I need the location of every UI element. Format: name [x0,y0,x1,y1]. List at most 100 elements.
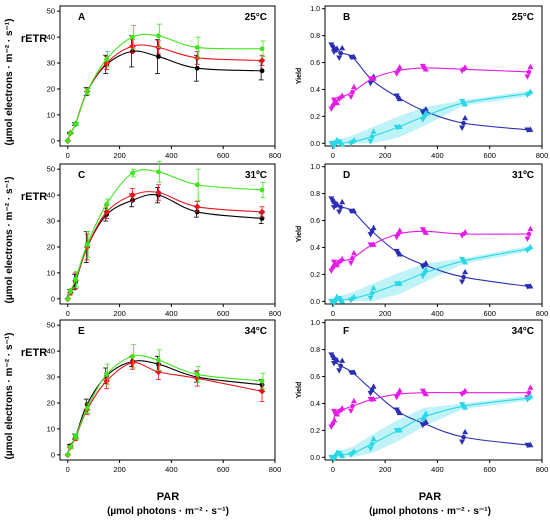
x-tick-label: 600 [483,151,496,160]
data-point [461,274,466,280]
y-tick-label: 30 [47,217,55,226]
data-point [103,377,110,385]
data-point-replicate [336,55,343,61]
data-point-replicate [347,54,354,61]
data-point-replicate [422,229,429,235]
data-point [129,42,136,50]
data-point-replicate [330,144,337,150]
data-point-replicate [524,284,531,290]
data-point-replicate [328,140,335,147]
x-tick-label: 0 [66,465,70,474]
data-point-replicate [367,139,374,145]
data-point-replicate [370,224,377,231]
x-axis-title-left: PAR (µmol photons · m⁻² · s⁻¹) [107,491,229,517]
data-point-replicate [462,64,469,70]
data-point-replicate [419,388,426,395]
panel-b: 0 200 400 600 800 0.0 0.2 0.4 0.6 0.8 1.0 B 25°C Yiel… [296,5,549,160]
y-axis-title: rETR [21,191,47,203]
plot-frame [59,319,276,461]
x-tick-label: 600 [217,151,230,160]
y-tick-label: 0.4 [310,87,320,94]
y-tick-label: 10 [47,268,55,277]
series-green [65,161,266,302]
data-point [194,203,201,211]
data-point-replicate [462,228,469,235]
data-point-replicate [347,260,354,267]
data-point-replicate [328,424,335,430]
panel-temperature: 31ºC [245,170,267,181]
data-point [194,375,201,382]
data-point-replicate [330,360,337,367]
data-point-replicate [328,268,335,274]
series-magenta [328,225,534,274]
series-red [64,39,266,145]
data-point-replicate [462,268,469,275]
y-tick-label: 50 [47,7,55,16]
data-point [194,372,200,377]
y-tick-label: 0.2 [310,428,320,435]
y-tick-label: 50 [47,165,55,174]
data-point-replicate [462,387,469,394]
data-point [258,388,266,395]
data-point-replicate [524,248,531,254]
data-point-replicate [396,426,403,433]
data-point-replicate [350,53,357,60]
data-point [156,33,161,39]
data-point-replicate [367,242,374,248]
data-point-replicate [347,297,354,304]
x-tick-label: 0 [331,465,335,474]
series-line [67,354,263,455]
panel-temperature: 25°C [512,12,534,23]
data-point [67,130,73,136]
data-point-replicate [336,96,343,103]
y-tick-label: 1.0 [310,164,320,171]
y-axis-subtitle: (µmol electrons · m⁻² · s⁻¹) [4,333,15,460]
data-point-replicate [367,446,374,452]
data-point [155,189,162,196]
data-point-replicate [419,264,426,270]
data-point [104,56,110,62]
x-tick-label: 200 [379,309,392,318]
panel-letter: C [78,170,85,181]
x-tick-label: 400 [165,465,178,474]
x-tick-label: 0 [331,309,335,318]
data-point-replicate [462,259,469,265]
y-axis-title: Yield [296,382,303,398]
data-point-replicate [527,63,534,70]
data-point-replicate [331,354,338,360]
data-point-replicate [330,49,337,56]
y-tick-label: 0.6 [310,218,320,225]
x-tick-label: 800 [536,151,549,160]
series-green [65,23,266,144]
data-point-replicate [396,251,403,257]
data-point-replicate [350,207,357,214]
data-point-replicate [422,109,429,116]
x-tick-label: 800 [269,151,282,160]
data-point [156,54,161,59]
panel-temperature: 25°C [245,12,267,23]
data-point-replicate [370,128,377,134]
data-point-replicate [328,298,335,305]
y-tick-label: 0.8 [310,33,320,40]
data-point-replicate [422,105,429,112]
series-cyan [328,88,534,150]
x-tick-label: 600 [483,309,496,318]
series-line [67,50,263,141]
data-point [259,68,265,74]
data-point-replicate [350,369,357,375]
data-point [84,405,90,411]
data-point-replicate [347,208,354,215]
data-point [259,46,265,52]
data-point [103,208,110,216]
data-point [73,121,78,127]
data-point-replicate [524,236,531,242]
panel-d: 0 200 400 600 800 0.0 0.2 0.4 0.6 0.8 1.0 D 31ºC Yiel… [296,163,548,318]
data-point-replicate [333,45,340,51]
data-point-replicate [422,66,429,72]
data-point [104,201,110,207]
data-point [104,372,110,377]
x-tick-label: 400 [165,151,178,160]
y-tick-label: 0.8 [310,191,320,198]
data-point-replicate [336,409,343,415]
